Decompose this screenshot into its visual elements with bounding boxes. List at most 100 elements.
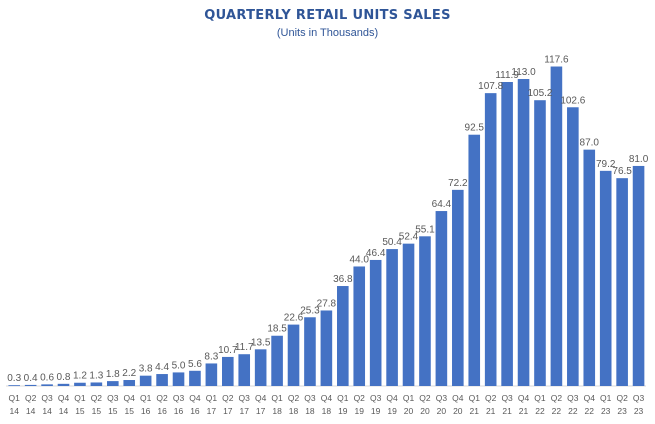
bar-Q4-17 [254, 349, 267, 386]
x-tick-year: 22 [585, 406, 595, 416]
bar-Q2-14 [24, 384, 37, 386]
bar-Q2-15 [90, 382, 103, 386]
data-label-Q3-16: 5.0 [172, 360, 186, 371]
x-tick-year: 18 [272, 406, 282, 416]
x-tick-year: 18 [305, 406, 315, 416]
data-label-Q4-21: 113.0 [511, 67, 536, 78]
data-label-Q2-22: 117.6 [544, 55, 569, 66]
data-label-Q2-23: 76.5 [612, 166, 632, 177]
x-tick-quarter: Q4 [386, 393, 398, 403]
x-tick-quarter: Q2 [616, 393, 628, 403]
bar-Q3-16 [172, 372, 185, 386]
bar-Q1-17 [205, 363, 218, 386]
x-tick-year: 19 [338, 406, 348, 416]
chart-subtitle: (Units in Thousands) [276, 27, 379, 39]
x-tick-year: 19 [371, 406, 381, 416]
x-tick-quarter: Q2 [419, 393, 431, 403]
x-tick-year: 16 [157, 406, 167, 416]
data-label-Q3-20: 64.4 [432, 199, 452, 210]
data-label-Q2-14: 0.4 [24, 373, 38, 384]
bar-Q1-19 [337, 286, 349, 386]
bar-Q4-20 [452, 189, 464, 386]
x-tick-quarter: Q2 [485, 393, 497, 403]
data-label-Q3-21: 111.9 [495, 70, 519, 81]
x-tick-year: 16 [190, 406, 200, 416]
bar-Q2-23 [616, 178, 628, 386]
x-tick-year: 15 [75, 406, 85, 416]
data-label-Q1-18: 18.5 [267, 324, 287, 335]
data-label-Q3-23: 81.0 [629, 154, 649, 165]
bar-Q1-23 [599, 170, 612, 386]
x-tick-year: 15 [124, 406, 134, 416]
bar-Q2-18 [287, 324, 300, 386]
x-tick-year: 17 [207, 406, 217, 416]
x-tick-year: 18 [322, 406, 332, 416]
bar-Q4-21 [517, 79, 530, 387]
x-tick-year: 15 [92, 406, 102, 416]
data-label-Q1-23: 79.2 [596, 159, 616, 170]
data-label-Q1-22: 105.2 [527, 88, 552, 99]
x-tick-quarter: Q3 [436, 393, 448, 403]
bar-Q4-15 [123, 380, 136, 386]
bar-Q3-20 [435, 211, 448, 386]
x-tick-quarter: Q1 [140, 393, 152, 403]
x-tick-year: 21 [486, 406, 496, 416]
bar-Q1-16 [139, 375, 152, 386]
bar-Q3-18 [304, 317, 316, 386]
data-label-Q4-17: 13.5 [251, 337, 271, 348]
bar-Q2-16 [156, 374, 168, 386]
x-tick-quarter: Q1 [337, 393, 349, 403]
data-label-Q2-20: 55.1 [415, 224, 435, 235]
x-tick-year: 20 [404, 406, 414, 416]
data-label-Q4-20: 72.2 [448, 178, 468, 189]
bar-Q2-21 [484, 93, 497, 386]
x-tick-year: 20 [437, 406, 447, 416]
data-label-Q1-17: 8.3 [204, 351, 218, 362]
bar-Q3-22 [567, 107, 579, 387]
bar-Q3-23 [632, 165, 645, 386]
x-tick-quarter: Q4 [58, 393, 70, 403]
data-labels-group: 0.3 0.4 0.6 0.8 1.2 1.3 1.8 2.2 3.8 4.4 5.0 5.68.31… [7, 55, 648, 385]
x-tick-quarter: Q1 [403, 393, 415, 403]
data-label-Q4-22: 87.0 [580, 138, 600, 149]
x-tick-quarter: Q2 [354, 393, 366, 403]
x-tick-quarter: Q1 [534, 393, 546, 403]
x-tick-quarter: Q3 [41, 393, 53, 403]
x-tick-year: 16 [174, 406, 184, 416]
x-tick-quarter: Q3 [633, 393, 645, 403]
data-label-Q1-16: 3.8 [139, 364, 153, 375]
data-label-Q3-22: 102.6 [560, 95, 585, 106]
data-label-Q2-18: 22.6 [284, 313, 304, 324]
x-tick-year: 23 [617, 406, 627, 416]
x-tick-quarter: Q1 [9, 393, 21, 403]
bar-Q3-15 [107, 381, 119, 386]
bar-Q2-17 [222, 356, 234, 386]
bar-Q4-22 [583, 149, 596, 386]
x-tick-year: 20 [420, 406, 430, 416]
x-tick-quarter: Q2 [91, 393, 103, 403]
x-tick-year: 15 [108, 406, 118, 416]
x-tick-year: 22 [568, 406, 578, 416]
x-tick-quarter: Q3 [107, 393, 119, 403]
x-tick-year: 17 [256, 406, 266, 416]
data-label-Q2-15: 1.3 [89, 370, 103, 381]
x-tick-quarter: Q2 [551, 393, 563, 403]
x-tick-year: 23 [601, 406, 611, 416]
bar-Q3-17 [238, 354, 251, 386]
x-tick-quarter: Q3 [370, 393, 382, 403]
bar-Q3-21 [501, 82, 513, 386]
x-tick-year: 18 [289, 406, 299, 416]
bar-Q1-15 [74, 382, 86, 386]
data-label-Q3-19: 46.4 [366, 248, 386, 259]
bar-Q1-22 [534, 100, 546, 387]
x-tick-quarter: Q4 [255, 393, 267, 403]
x-tick-year: 14 [9, 406, 19, 416]
chart-title: QUARTERLY RETAIL UNITS SALES [204, 8, 451, 23]
x-tick-quarter: Q2 [288, 393, 300, 403]
bar-Q1-20 [402, 243, 415, 386]
data-label-Q4-18: 27.8 [317, 298, 337, 309]
x-tick-quarter: Q4 [518, 393, 530, 403]
x-tick-quarter: Q4 [452, 393, 464, 403]
x-tick-quarter: Q1 [74, 393, 86, 403]
